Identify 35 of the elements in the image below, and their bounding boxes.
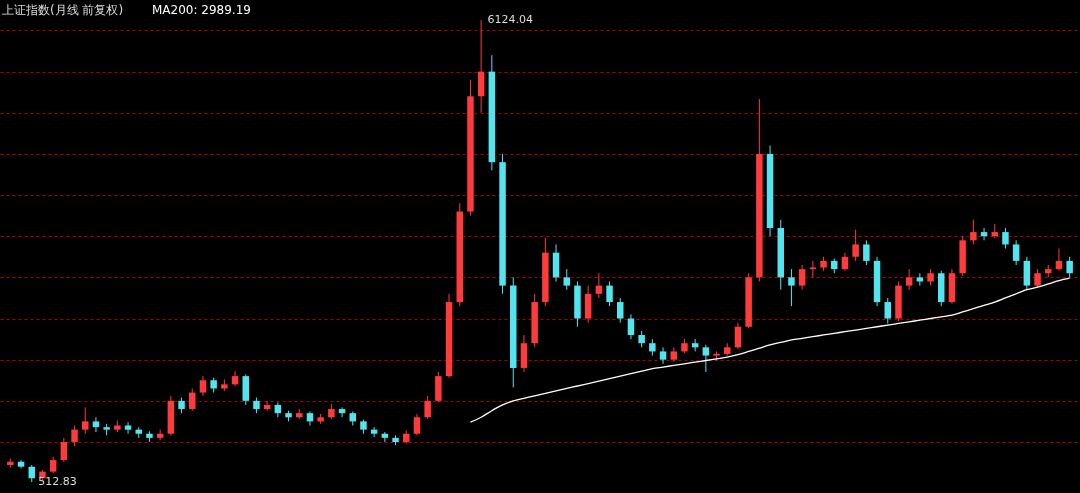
candlestick (852, 229, 859, 262)
candlestick (82, 406, 89, 435)
annotation: 512.83 (38, 475, 77, 489)
chart-title: 上证指数(月线 前复权) (2, 3, 124, 17)
candlestick (1034, 268, 1041, 288)
candlestick (617, 297, 624, 324)
candlestick (798, 264, 806, 291)
candlestick (189, 387, 196, 412)
candlestick (734, 322, 742, 350)
candlestick (71, 425, 78, 447)
candlestick (905, 268, 913, 291)
candlestick (1012, 239, 1020, 266)
candlestick (627, 313, 635, 340)
candlestick (884, 297, 891, 324)
candlestick (788, 268, 795, 307)
candlestick (199, 375, 207, 397)
candlestick (92, 416, 100, 433)
candlestick (231, 370, 239, 387)
candlestick (1066, 256, 1073, 278)
candlestick (863, 239, 870, 266)
candlestick (563, 268, 570, 291)
candlestick (1002, 227, 1009, 250)
candlestick (424, 395, 431, 420)
candlestick (702, 344, 710, 373)
candlestick (274, 401, 282, 418)
candlestick (413, 413, 421, 436)
text: MA200: 2989.19 (152, 3, 251, 17)
candlestick (659, 346, 667, 365)
candlestick (606, 280, 613, 307)
candlestick (970, 219, 977, 245)
annotation: 6124.04 (487, 13, 534, 27)
candlestick (1055, 248, 1063, 272)
candlestick (841, 252, 849, 272)
candlestick (595, 272, 603, 299)
candlestick (60, 437, 68, 463)
